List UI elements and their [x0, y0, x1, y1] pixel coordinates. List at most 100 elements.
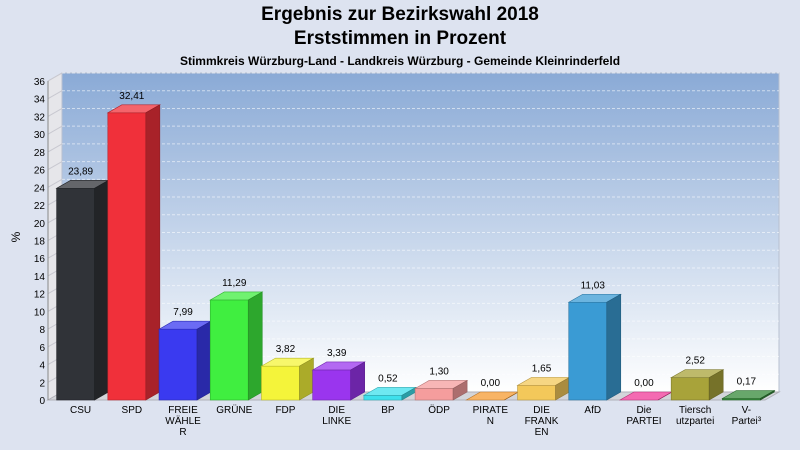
x-tick-label-line: Tiersch — [679, 405, 711, 416]
x-tick-label-line: GRÜNE — [216, 404, 252, 416]
bar — [312, 369, 351, 401]
gridline-side — [47, 72, 63, 82]
chart-title: Ergebnis zur Bezirkswahl 2018 — [261, 4, 539, 25]
bar-side — [708, 369, 724, 401]
y-tick-label: 30 — [34, 130, 46, 141]
data-label: 3,82 — [276, 344, 296, 355]
x-tick-label: CSU — [70, 405, 91, 416]
data-label: 0,17 — [737, 376, 757, 387]
bar-side — [196, 320, 212, 401]
gridline-side — [47, 178, 63, 188]
bar — [517, 385, 556, 401]
x-tick-label-line: utzpartei — [676, 416, 714, 427]
x-tick-label: SPD — [122, 405, 143, 416]
x-tick-label-line: WÄHLE — [165, 415, 201, 427]
gridline-side — [47, 161, 63, 171]
y-tick-label: 10 — [34, 307, 46, 318]
x-tick-label-line: DIE — [533, 405, 550, 416]
x-tick-label-line: Partei³ — [732, 416, 762, 427]
gridline-side — [47, 90, 63, 100]
bar-side — [247, 291, 263, 401]
y-tick-label: 32 — [34, 112, 46, 123]
y-tick-label: 34 — [34, 95, 46, 106]
bar — [107, 112, 147, 401]
gridline-side — [47, 143, 63, 153]
y-tick-label: 28 — [34, 148, 46, 159]
x-tick-label-line: LINKE — [322, 416, 351, 427]
y-tick-label: 6 — [39, 343, 45, 354]
data-label: 0,00 — [481, 378, 501, 389]
x-tick-label: PIRATE N — [473, 405, 509, 427]
bar-side — [606, 293, 622, 401]
y-axis-label: % — [9, 231, 23, 242]
x-tick-label-line: FDP — [275, 405, 295, 416]
x-tick-label: ÖDP — [428, 404, 450, 416]
bar-side — [452, 379, 468, 401]
x-tick-label: DIE LINKE — [322, 405, 351, 427]
data-label: 3,39 — [327, 348, 347, 359]
x-tick-label-line: N — [487, 416, 494, 427]
bar — [670, 377, 710, 401]
x-tick-label-line: V- — [742, 405, 751, 416]
data-label: 0,00 — [634, 378, 654, 389]
data-label: 7,99 — [173, 307, 193, 318]
x-tick-label: FREIE WÄHLE R — [165, 405, 201, 438]
x-tick-label: DIE FRANK EN — [525, 405, 559, 438]
x-tick-label-line: DIE — [328, 405, 345, 416]
y-tick-label: 36 — [34, 77, 46, 88]
x-tick-label-line: FRANK — [525, 416, 559, 427]
x-tick-label-line: CSU — [70, 405, 91, 416]
y-tick-label: 20 — [34, 219, 46, 230]
gridline-side — [47, 108, 63, 117]
bar — [414, 388, 454, 401]
y-tick-label: 14 — [34, 272, 46, 283]
x-tick-label-line: FREIE — [168, 405, 198, 416]
y-tick-label: 2 — [39, 378, 45, 389]
x-tick-label: V-Partei³ — [732, 405, 762, 427]
bar-side — [94, 179, 109, 401]
x-tick-label-line: AfD — [584, 405, 601, 416]
x-tick-label-line: Die — [636, 405, 651, 416]
data-label: 1,30 — [429, 366, 449, 377]
data-label: 11,29 — [222, 278, 247, 289]
x-tick-label: Tiersch utzpartei — [676, 405, 714, 427]
bar — [56, 188, 95, 401]
x-tick-label: Die PARTEI — [626, 405, 661, 427]
y-tick-label: 0 — [39, 396, 45, 407]
data-label: 23,89 — [68, 166, 93, 177]
bar — [568, 301, 608, 401]
y-tick-label: 12 — [34, 290, 46, 301]
bar-side — [760, 389, 775, 401]
x-tick-label: GRÜNE — [216, 404, 252, 416]
chart-caption: Stimmkreis Würzburg-Land - Landkreis Wür… — [179, 54, 621, 68]
bar — [158, 328, 198, 401]
x-tick-label: FDP — [275, 405, 295, 416]
x-tick-label-line: SPD — [122, 405, 143, 416]
chart-subtitle: Erststimmen in Prozent — [293, 28, 507, 49]
bar — [261, 365, 300, 401]
x-tick-label-line: PIRATE — [473, 405, 509, 416]
y-tick-label: 22 — [34, 201, 46, 212]
x-tick-label: AfD — [584, 405, 601, 416]
x-tick-label-line: PARTEI — [626, 416, 661, 427]
bar — [209, 299, 249, 401]
bar-side — [350, 361, 365, 401]
y-tick-label: 16 — [34, 254, 46, 265]
x-tick-label-line: BP — [381, 405, 395, 416]
data-label: 2,52 — [685, 356, 705, 367]
data-label: 32,41 — [119, 91, 144, 102]
data-label: 11,03 — [581, 280, 606, 291]
x-tick-label-line: ÖDP — [428, 404, 450, 416]
y-tick-label: 26 — [34, 166, 46, 177]
bar-side — [145, 104, 161, 401]
x-tick-label-line: R — [179, 427, 186, 438]
y-tick-label: 24 — [34, 183, 46, 194]
y-tick-label: 8 — [39, 325, 45, 336]
gridline-side — [47, 125, 63, 135]
y-tick-label: 18 — [34, 237, 46, 248]
y-tick-label: 4 — [39, 361, 45, 372]
data-label: 1,65 — [532, 363, 552, 374]
x-tick-label: BP — [381, 405, 395, 416]
data-label: 0,52 — [378, 373, 398, 384]
